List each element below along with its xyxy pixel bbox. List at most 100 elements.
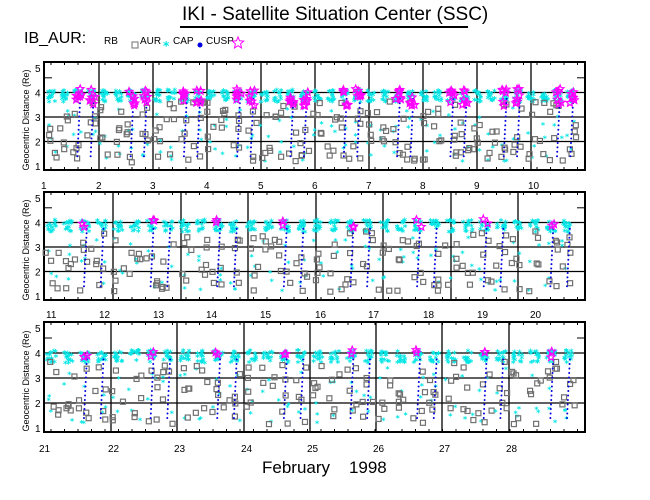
cusp-point bbox=[233, 394, 236, 397]
cusp-point bbox=[100, 403, 103, 406]
aur-point bbox=[404, 143, 411, 150]
aur-point bbox=[571, 128, 578, 135]
cusp-point bbox=[368, 363, 371, 365]
cusp-point bbox=[351, 241, 354, 244]
cap-point: * bbox=[117, 97, 122, 107]
aur-point bbox=[553, 365, 561, 372]
cap-point: * bbox=[331, 88, 336, 98]
cap-point: * bbox=[534, 348, 539, 358]
cap-point: * bbox=[186, 353, 191, 363]
cap-point: * bbox=[436, 351, 441, 361]
cap-point: * bbox=[52, 359, 57, 369]
cusp-point bbox=[85, 367, 88, 370]
aur-point bbox=[269, 382, 276, 389]
cusp-point bbox=[517, 124, 520, 127]
cap-point: * bbox=[198, 89, 203, 99]
cap-point: * bbox=[398, 96, 403, 106]
cusp-point bbox=[368, 241, 371, 244]
aur-point bbox=[204, 108, 211, 115]
aur-point bbox=[50, 403, 57, 410]
cap-point: * bbox=[326, 96, 331, 106]
cap-point: * bbox=[213, 351, 218, 361]
cap-point: * bbox=[517, 89, 522, 99]
cusp-star-point bbox=[231, 93, 242, 105]
aur-point bbox=[510, 420, 517, 428]
cap-point: * bbox=[536, 217, 541, 227]
cap-point: * bbox=[449, 229, 454, 239]
cap-point: * bbox=[51, 227, 56, 237]
cap-point: * bbox=[198, 287, 203, 296]
cusp-point bbox=[350, 258, 353, 261]
cap-point: * bbox=[392, 129, 397, 138]
cap-point: * bbox=[53, 218, 58, 228]
aur-point bbox=[139, 111, 146, 118]
cap-point: * bbox=[286, 260, 291, 269]
cap-point: * bbox=[317, 356, 322, 366]
cusp-point bbox=[83, 403, 86, 406]
cusp-point bbox=[516, 141, 519, 144]
cusp-point bbox=[410, 141, 413, 144]
cusp-point bbox=[283, 267, 286, 270]
cap-point: * bbox=[432, 222, 437, 232]
cap-point: * bbox=[477, 92, 482, 102]
cusp-point bbox=[149, 417, 152, 419]
aur-point bbox=[547, 108, 554, 115]
aur-point bbox=[161, 362, 168, 369]
cap-point: * bbox=[285, 225, 290, 235]
cap-point: * bbox=[158, 87, 163, 97]
cap-point: * bbox=[527, 287, 532, 296]
cusp-point bbox=[100, 263, 103, 266]
cusp-point bbox=[218, 372, 221, 374]
cusp-point bbox=[285, 227, 288, 230]
cap-point: * bbox=[277, 397, 282, 406]
cap-point: * bbox=[219, 353, 224, 363]
aur-point bbox=[234, 236, 241, 243]
aur-point bbox=[83, 258, 91, 265]
cap-point: * bbox=[250, 226, 255, 236]
cusp-star-point bbox=[458, 93, 470, 104]
cusp-point bbox=[290, 133, 293, 136]
cusp-star-point bbox=[482, 217, 493, 228]
cap-point: * bbox=[272, 88, 277, 98]
cusp-point bbox=[557, 128, 560, 131]
aur-point bbox=[369, 398, 377, 406]
aur-point bbox=[326, 395, 333, 402]
cap-point: * bbox=[348, 355, 353, 365]
cap-point: * bbox=[66, 358, 71, 368]
cap-point: * bbox=[562, 355, 567, 365]
cap-point: * bbox=[386, 89, 391, 99]
aur-point bbox=[460, 406, 467, 413]
cap-point: * bbox=[446, 229, 451, 239]
cap-point: * bbox=[145, 141, 150, 150]
cap-point: * bbox=[234, 219, 239, 229]
cap-point: * bbox=[428, 218, 433, 228]
cap-point: * bbox=[478, 99, 483, 109]
cap-point: * bbox=[302, 222, 307, 232]
cap-point: * bbox=[178, 373, 183, 382]
cap-point: * bbox=[66, 356, 71, 366]
cap-point: * bbox=[214, 228, 219, 238]
cusp-point bbox=[409, 150, 412, 153]
cap-point: * bbox=[316, 93, 321, 103]
cusp-point bbox=[300, 399, 303, 401]
cusp-point bbox=[482, 285, 485, 288]
cap-point: * bbox=[464, 357, 469, 367]
cap-point: * bbox=[78, 93, 83, 103]
cap-point: * bbox=[179, 354, 184, 364]
cap-point: * bbox=[112, 354, 117, 364]
cap-point: * bbox=[199, 137, 204, 146]
cusp-point bbox=[142, 155, 145, 158]
cap-point: * bbox=[365, 98, 370, 108]
cusp-point bbox=[218, 367, 221, 370]
aur-point bbox=[159, 396, 167, 403]
aur-point bbox=[283, 268, 290, 275]
aur-point bbox=[546, 157, 554, 164]
cap-point: * bbox=[380, 89, 385, 99]
cap-point: * bbox=[418, 227, 423, 237]
cusp-point bbox=[131, 124, 134, 127]
cap-point: * bbox=[449, 229, 454, 239]
cusp-point bbox=[505, 97, 508, 100]
aur-point bbox=[567, 249, 574, 256]
cap-point: * bbox=[218, 227, 223, 237]
cusp-point bbox=[397, 128, 400, 131]
